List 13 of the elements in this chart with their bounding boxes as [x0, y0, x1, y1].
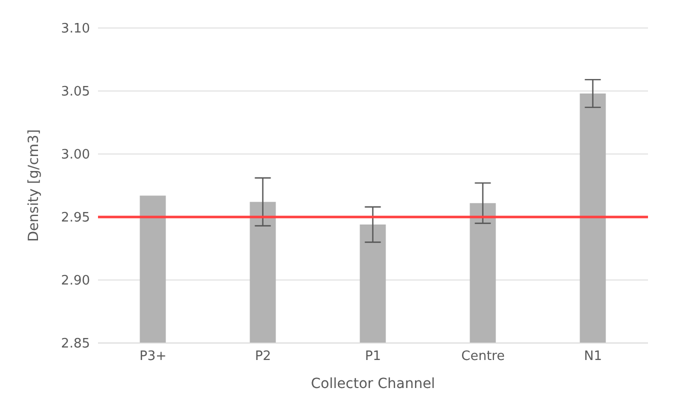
y-axis-title: Density [g/cm3]: [26, 129, 42, 242]
x-tick-label: P2: [254, 349, 272, 364]
x-tick-label: P1: [364, 349, 382, 364]
y-tick-label: 2.95: [61, 210, 90, 226]
y-tick-label: 2.90: [61, 274, 90, 289]
x-tick-label: N1: [584, 349, 602, 364]
y-tick-label: 2.85: [61, 336, 90, 352]
x-tick-label: P3+: [139, 349, 167, 364]
x-axis-title: Collector Channel: [310, 376, 436, 392]
y-tick-label: 3.05: [61, 84, 90, 100]
y-tick-label: 3.10: [61, 22, 90, 37]
x-tick-label: Centre: [461, 349, 505, 364]
y-tick-label: 3.00: [61, 148, 90, 163]
